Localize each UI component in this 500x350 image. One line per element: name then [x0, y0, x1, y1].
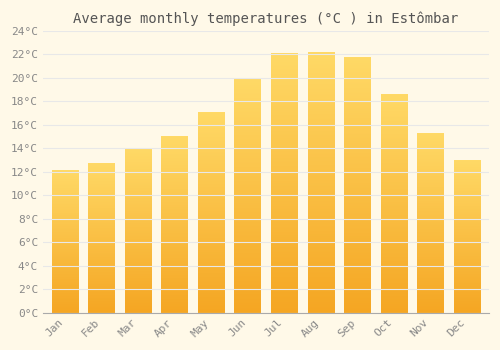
Title: Average monthly temperatures (°C ) in Estômbar: Average monthly temperatures (°C ) in Es… [74, 11, 458, 26]
